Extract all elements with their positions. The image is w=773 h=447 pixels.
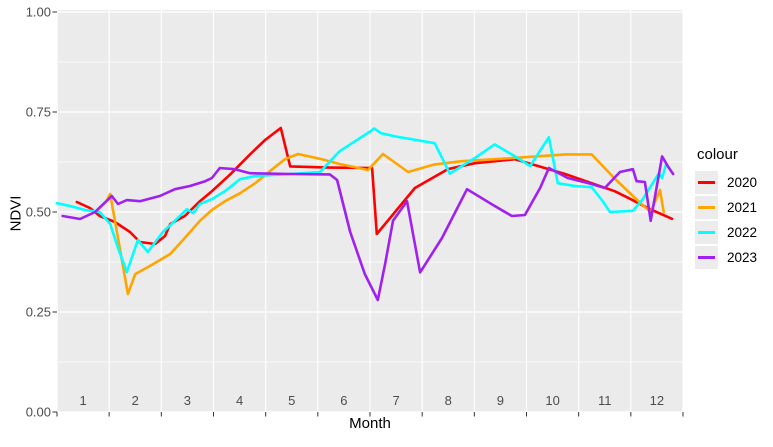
x-tick-label: 12 — [650, 393, 664, 408]
x-tick-label: 3 — [184, 393, 191, 408]
y-tick-label: 0.25 — [26, 305, 51, 320]
legend: colour 2020 2021 2022 2023 — [695, 146, 773, 270]
x-tick-label: 7 — [392, 393, 399, 408]
y-tick-label: 0.75 — [26, 105, 51, 120]
x-axis-title: Month — [349, 415, 391, 432]
legend-key-line-2022 — [698, 230, 715, 234]
legend-key-2022 — [695, 220, 718, 244]
series-line-2022 — [55, 127, 668, 274]
legend-key-2021 — [695, 195, 718, 219]
y-tick-label: 0.00 — [26, 405, 51, 420]
x-tick-label: 6 — [340, 393, 347, 408]
legend-key-2020 — [695, 170, 718, 194]
legend-key-line-2020 — [698, 180, 715, 184]
x-tick-label: 11 — [598, 393, 612, 408]
legend-entry-2023: 2023 — [695, 245, 773, 269]
series-line-2023 — [61, 155, 675, 302]
legend-label-2022: 2022 — [727, 224, 758, 240]
x-tick-label: 8 — [445, 393, 452, 408]
x-tick-label: 1 — [79, 393, 86, 408]
y-axis-title: NDVI — [7, 195, 25, 232]
x-tick-label: 5 — [288, 393, 295, 408]
legend-label-2020: 2020 — [727, 174, 758, 190]
legend-title: colour — [697, 146, 738, 163]
x-tick-label: 4 — [236, 393, 243, 408]
legend-key-2023 — [695, 245, 718, 269]
y-tick-label: 1.00 — [26, 5, 51, 20]
legend-key-line-2023 — [698, 255, 715, 259]
x-tick-label: 10 — [545, 393, 559, 408]
legend-label-2023: 2023 — [727, 249, 758, 265]
legend-label-2021: 2021 — [727, 199, 758, 215]
y-tick-label: 0.50 — [26, 205, 51, 220]
legend-entry-2021: 2021 — [695, 195, 773, 219]
x-tick-label: 2 — [132, 393, 139, 408]
x-tick-label: 9 — [497, 393, 504, 408]
legend-entry-2022: 2022 — [695, 220, 773, 244]
legend-key-line-2021 — [698, 205, 715, 209]
legend-entry-2020: 2020 — [695, 170, 773, 194]
